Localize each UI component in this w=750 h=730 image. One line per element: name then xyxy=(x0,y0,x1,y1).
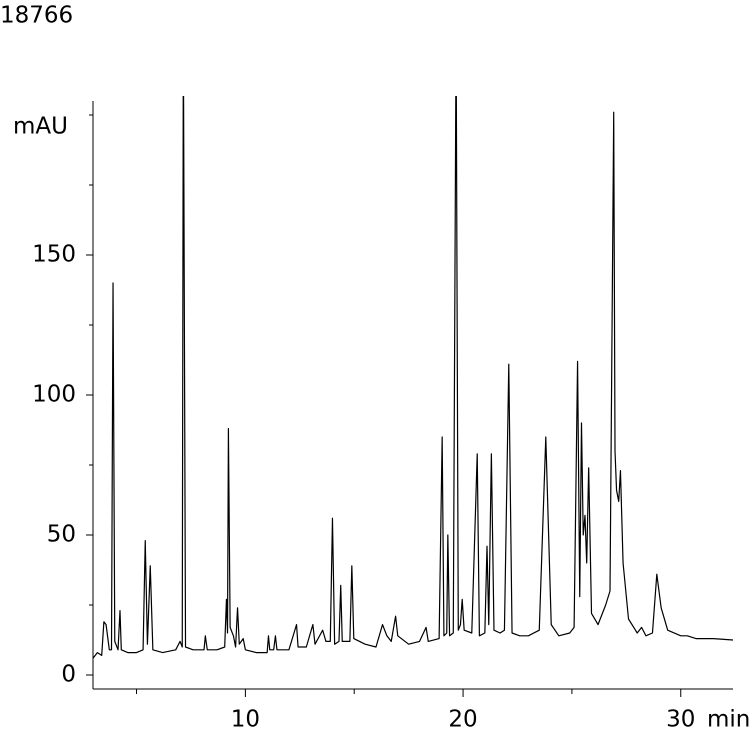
x-tick-label: 10 xyxy=(231,707,260,730)
y-tick-label: 150 xyxy=(32,242,76,268)
y-axis-label: mAU xyxy=(13,114,68,140)
y-tick-label: 100 xyxy=(32,382,76,408)
y-tick-label: 50 xyxy=(47,522,76,548)
x-axis-label: min xyxy=(707,707,750,730)
x-tick-label: 30 xyxy=(666,707,695,730)
chromatogram-line xyxy=(93,96,733,659)
x-tick-label: 20 xyxy=(448,707,477,730)
y-tick-label: 0 xyxy=(61,662,76,688)
chart-title: 18766 xyxy=(0,3,73,29)
